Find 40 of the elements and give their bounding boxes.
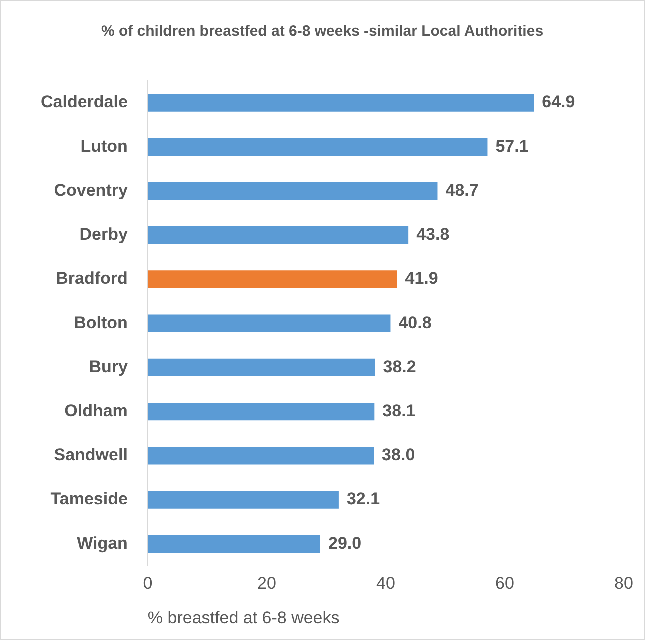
y-tick-label: Calderdale: [40, 92, 128, 112]
y-tick-label: Coventry: [54, 180, 128, 200]
data-label: 64.9: [542, 92, 576, 112]
y-tick-label: Bolton: [74, 313, 128, 332]
x-axis-title: % breastfed at 6-8 weeks: [148, 608, 340, 628]
bar: [148, 94, 534, 112]
chart-title: % of children breastfed at 6-8 weeks -similar Local Authorities: [101, 23, 544, 40]
y-tick-label: Bury: [89, 357, 128, 376]
data-label: 43.8: [416, 225, 450, 244]
y-tick-label: Luton: [80, 136, 128, 156]
y-tick-label: Wigan: [77, 534, 128, 553]
bar: [148, 447, 374, 465]
y-tick-label: Oldham: [64, 402, 128, 421]
bar: [148, 491, 339, 509]
data-label: 38.2: [383, 357, 416, 376]
bar: [148, 402, 375, 421]
bar: [148, 138, 488, 156]
data-label: 40.8: [398, 313, 432, 332]
y-tick-label: Tameside: [50, 490, 128, 509]
bar: [148, 182, 438, 200]
data-label: 32.1: [346, 490, 380, 509]
y-tick-label: Sandwell: [54, 446, 128, 465]
data-label: 41.9: [405, 269, 438, 288]
bar: [148, 358, 376, 377]
y-tick-label: Bradford: [56, 269, 128, 288]
bar: [148, 270, 398, 288]
y-tick-label: Derby: [80, 225, 128, 244]
data-label: 38.1: [382, 402, 416, 421]
x-tick-label: 80: [614, 574, 634, 594]
bar: [148, 226, 409, 244]
data-label: 48.7: [446, 180, 479, 200]
bar: [148, 314, 391, 332]
data-label: 29.0: [328, 534, 362, 553]
x-tick-label: 0: [143, 574, 153, 594]
x-tick-label: 60: [496, 574, 514, 594]
bar: [148, 535, 321, 553]
data-label: 38.0: [382, 446, 416, 465]
x-tick-label: 20: [257, 574, 276, 594]
x-tick-label: 40: [376, 574, 396, 594]
data-label: 57.1: [496, 136, 529, 156]
